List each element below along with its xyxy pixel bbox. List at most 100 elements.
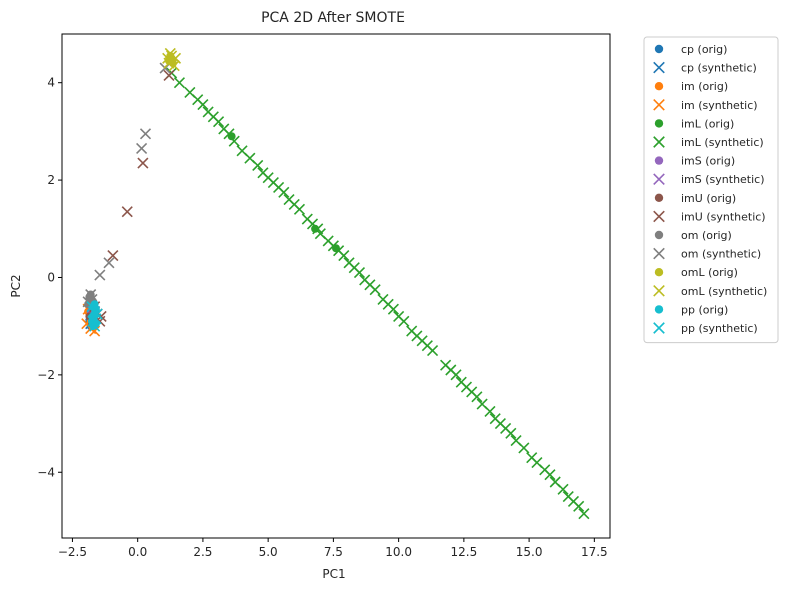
- data-point: [338, 249, 350, 262]
- y-tick-label: −2: [37, 368, 55, 382]
- legend-label: pp (synthetic): [681, 322, 758, 335]
- data-point: [121, 206, 133, 218]
- legend-entry: pp (orig): [654, 303, 728, 316]
- legend-marker: [653, 247, 665, 260]
- legend-marker: [654, 230, 664, 240]
- legend-entry: imL (synthetic): [653, 136, 764, 149]
- data-point: [173, 77, 185, 89]
- data-point: [168, 60, 180, 72]
- legend-label: cp (synthetic): [681, 62, 757, 75]
- plot-frame: [61, 33, 611, 539]
- data-point: [369, 284, 381, 296]
- legend-entry: imS (orig): [654, 155, 735, 168]
- data-point: [557, 483, 569, 495]
- data-point: [223, 128, 235, 140]
- legend-marker: [653, 61, 665, 74]
- data-point: [163, 69, 175, 81]
- data-point: [293, 203, 306, 215]
- legend-entry: pp (synthetic): [653, 322, 758, 335]
- chart-title: PCA 2D After SMOTE: [261, 10, 405, 26]
- x-tick-label: 17.5: [581, 545, 608, 559]
- series-11: [82, 62, 171, 308]
- legend-label: imU (synthetic): [681, 210, 766, 223]
- legend-label: imS (synthetic): [681, 173, 765, 186]
- data-point: [471, 391, 483, 403]
- data-point: [94, 269, 106, 281]
- series-5: [166, 67, 590, 520]
- legend-marker: [654, 44, 664, 54]
- legend-label: imL (synthetic): [681, 136, 764, 149]
- x-tick-label: 15.0: [516, 545, 543, 559]
- legend-label: omL (orig): [681, 266, 738, 279]
- legend-entry: im (orig): [654, 80, 728, 93]
- legend-marker: [653, 284, 665, 297]
- legend-marker: [654, 119, 664, 128]
- legend-entry: om (orig): [654, 229, 732, 242]
- data-point: [450, 369, 462, 381]
- data-point: [87, 315, 99, 327]
- data-point: [136, 142, 148, 155]
- legend-label: im (synthetic): [681, 99, 758, 112]
- data-point: [387, 303, 399, 315]
- legend-marker: [653, 322, 665, 334]
- data-point: [107, 249, 119, 262]
- y-tick-label: −4: [37, 465, 55, 479]
- legend-marker: [654, 82, 664, 91]
- legend-entry: omL (synthetic): [653, 284, 767, 298]
- legend-label: pp (orig): [681, 303, 728, 316]
- series-13: [162, 47, 182, 72]
- data-point: [484, 405, 496, 417]
- data-point: [353, 267, 366, 279]
- data-point: [578, 508, 590, 520]
- x-tick-label: 12.5: [451, 545, 478, 559]
- plot-area: [81, 47, 590, 520]
- legend-box: [643, 36, 779, 344]
- legend-label: imU (orig): [681, 192, 736, 205]
- legend-label: imS (orig): [681, 155, 735, 168]
- data-point: [228, 135, 240, 147]
- legend-label: om (synthetic): [681, 248, 761, 261]
- data-point: [137, 157, 149, 169]
- x-tick-label: 10.0: [385, 545, 412, 559]
- data-point: [197, 99, 209, 111]
- y-tick-label: 4: [47, 76, 55, 90]
- legend-marker: [654, 193, 664, 202]
- data-point: [426, 344, 439, 357]
- data-point: [213, 116, 225, 128]
- legend-marker: [653, 136, 665, 148]
- legend-entry: cp (synthetic): [653, 61, 757, 75]
- data-point: [518, 442, 530, 454]
- legend-entry: im (synthetic): [653, 99, 758, 112]
- legend-entry: omL (orig): [654, 266, 738, 279]
- legend-marker: [654, 268, 664, 277]
- legend: cp (orig) cp (synthetic) im (orig) im (synt…: [643, 36, 779, 344]
- series-9: [89, 69, 175, 327]
- data-point: [398, 315, 410, 327]
- data-point: [139, 128, 152, 140]
- legend-entry: imU (synthetic): [653, 210, 766, 223]
- legend-entry: imL (orig): [654, 117, 734, 130]
- x-tick-label: −2.5: [58, 545, 87, 559]
- legend-marker: [653, 173, 665, 186]
- legend-label: imL (orig): [681, 117, 734, 130]
- data-point: [91, 308, 103, 320]
- x-axis-label: PC1: [322, 567, 345, 581]
- legend-marker: [653, 210, 665, 223]
- x-tick-label: 0.0: [128, 545, 147, 559]
- x-tick-label: 7.5: [324, 545, 343, 559]
- legend-label: im (orig): [681, 80, 728, 93]
- data-point: [544, 469, 556, 481]
- data-point: [86, 301, 98, 313]
- x-axis: −2.5 0.0 2.5 5.0 7.5 10.0 12.5 15.0 17.5: [58, 538, 608, 559]
- data-point: [103, 257, 115, 269]
- y-axis-label: PC2: [9, 274, 23, 297]
- data-point: [505, 427, 517, 439]
- series-15: [86, 301, 103, 332]
- y-tick-label: 0: [47, 270, 55, 284]
- data-point: [252, 159, 264, 172]
- legend-entry: imS (synthetic): [653, 173, 765, 186]
- y-tick-label: 2: [47, 173, 55, 187]
- data-point: [278, 186, 290, 198]
- legend-marker: [654, 305, 664, 314]
